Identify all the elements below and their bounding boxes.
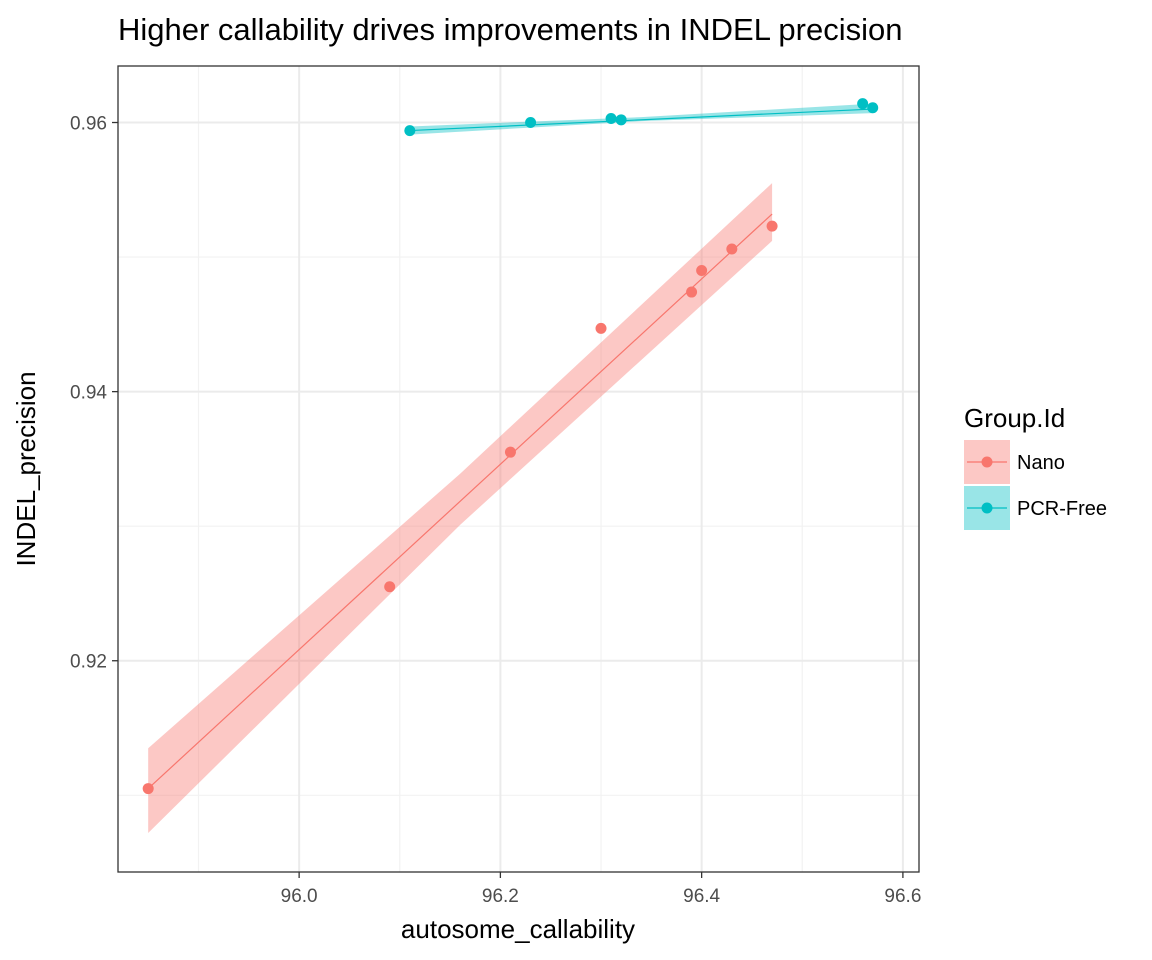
fit-lines bbox=[147, 108, 873, 790]
panel-background bbox=[118, 66, 919, 872]
x-tick-label: 96.6 bbox=[884, 886, 921, 907]
confidence-band-nano bbox=[148, 183, 773, 833]
data-point-nano bbox=[504, 446, 516, 458]
data-point-pcr-free bbox=[867, 102, 879, 114]
y-tick-label: 0.96 bbox=[70, 114, 107, 135]
minor-gridlines bbox=[118, 66, 919, 872]
confidence-bands bbox=[148, 103, 873, 833]
data-point-pcr-free bbox=[404, 125, 416, 137]
data-point-nano bbox=[686, 286, 698, 298]
legend-item-pcr-free: PCR-Free bbox=[964, 486, 1107, 530]
panel-border bbox=[117, 65, 920, 873]
data-point-pcr-free bbox=[857, 98, 869, 110]
legend: Group.Id Nano PCR-Free bbox=[964, 403, 1107, 530]
plot-panel bbox=[117, 65, 920, 873]
x-axis-ticks: 96.0 96.2 96.4 96.6 bbox=[281, 872, 921, 907]
legend-title: Group.Id bbox=[964, 403, 1065, 433]
fit-line-pcr-free bbox=[409, 108, 873, 132]
chart-title: Higher callability drives improvements i… bbox=[118, 12, 902, 47]
x-tick-label: 96.4 bbox=[683, 886, 720, 907]
data-point-nano bbox=[726, 243, 738, 255]
y-axis-title: INDEL_precision bbox=[11, 371, 41, 566]
legend-item-nano: Nano bbox=[964, 440, 1065, 484]
data-point-nano bbox=[142, 783, 154, 795]
y-tick-label: 0.94 bbox=[70, 383, 107, 404]
legend-key-point bbox=[981, 456, 993, 468]
fit-line-nano bbox=[147, 213, 773, 790]
legend-label: Nano bbox=[1017, 452, 1065, 474]
confidence-band-pcr-free bbox=[409, 103, 873, 135]
y-tick-label: 0.92 bbox=[70, 652, 107, 673]
data-point-nano bbox=[595, 322, 607, 334]
data-point-nano bbox=[696, 265, 708, 277]
legend-key-point bbox=[981, 502, 993, 514]
data-point-nano bbox=[766, 220, 778, 232]
x-tick-label: 96.0 bbox=[281, 886, 318, 907]
x-axis-title: autosome_callability bbox=[401, 914, 635, 944]
data-point-pcr-free bbox=[525, 117, 537, 129]
data-point-pcr-free bbox=[605, 112, 617, 124]
legend-label: PCR-Free bbox=[1017, 498, 1107, 520]
x-tick-label: 96.2 bbox=[482, 886, 519, 907]
y-axis-ticks: 0.92 0.94 0.96 bbox=[70, 114, 118, 673]
major-gridlines bbox=[118, 66, 919, 872]
data-point-pcr-free bbox=[615, 114, 627, 126]
data-points bbox=[142, 98, 879, 795]
data-point-nano bbox=[384, 581, 396, 593]
legend-keys: Nano PCR-Free bbox=[964, 440, 1107, 530]
